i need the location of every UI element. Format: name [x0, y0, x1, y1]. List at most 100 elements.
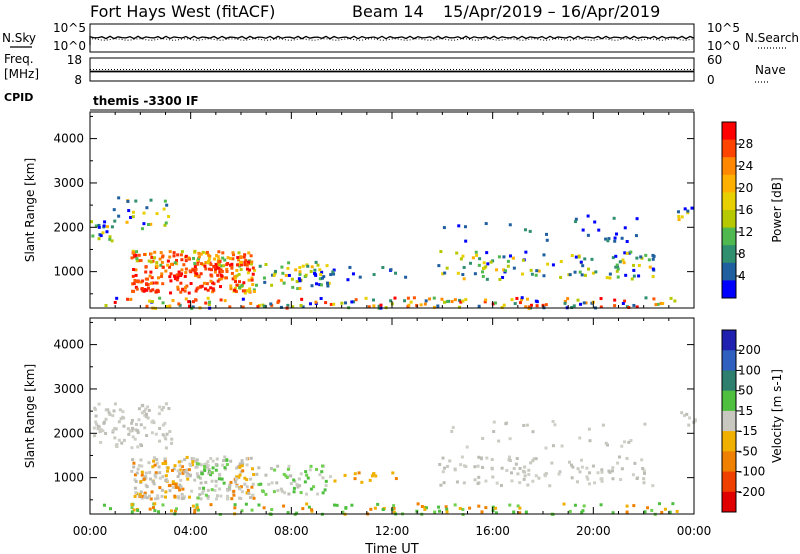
- power-point: [247, 251, 251, 255]
- power-point: [512, 266, 516, 270]
- velocity-point: [283, 491, 287, 495]
- power-point: [155, 289, 159, 293]
- velocity-point: [416, 502, 420, 506]
- power-point: [229, 287, 233, 291]
- velocity-point: [176, 475, 180, 479]
- velocity-point: [180, 465, 184, 469]
- power-point: [184, 254, 188, 258]
- power-point: [108, 237, 112, 241]
- power-point: [146, 223, 150, 227]
- power-point: [164, 221, 168, 225]
- power-point: [225, 269, 229, 273]
- velocity-point: [127, 432, 131, 436]
- power-point: [291, 305, 295, 309]
- colorbar-swatch: [722, 245, 736, 264]
- power-point: [521, 272, 525, 276]
- velocity-point: [264, 473, 268, 477]
- velocity-point: [173, 494, 177, 498]
- velocity-point: [160, 408, 164, 412]
- power-point: [282, 281, 286, 285]
- velocity-point: [136, 431, 140, 435]
- power-point: [568, 273, 572, 277]
- velocity-point: [510, 479, 514, 483]
- velocity-point: [177, 460, 181, 464]
- velocity-point: [157, 465, 161, 469]
- velocity-point: [200, 472, 204, 476]
- power-point: [200, 262, 204, 266]
- velocity-point: [423, 505, 427, 509]
- power-point: [148, 274, 152, 278]
- velocity-point: [196, 496, 200, 500]
- power-point: [196, 262, 200, 266]
- power-point: [195, 272, 199, 276]
- power-point: [169, 291, 173, 295]
- colorbar-swatch: [722, 227, 736, 246]
- power-point: [651, 253, 655, 257]
- power-point: [578, 270, 582, 274]
- velocity-point: [170, 469, 174, 473]
- power-point: [130, 256, 134, 260]
- velocity-point: [214, 484, 218, 488]
- velocity-point: [445, 464, 449, 468]
- power-point: [477, 263, 481, 267]
- power-point: [584, 301, 588, 305]
- power-point: [287, 273, 291, 277]
- velocity-point: [168, 430, 172, 434]
- power-point: [191, 300, 195, 304]
- power-point: [242, 255, 246, 259]
- power-point: [586, 233, 590, 237]
- velocity-point: [668, 510, 672, 514]
- power-point: [586, 267, 590, 271]
- power-point: [135, 250, 139, 254]
- velocity-point: [140, 470, 144, 474]
- power-point: [340, 301, 344, 305]
- power-point: [231, 277, 235, 281]
- velocity-point: [154, 497, 158, 501]
- power-colorbar-label: Power [dB]: [770, 177, 784, 242]
- power-point: [134, 253, 138, 257]
- velocity-point: [132, 465, 136, 469]
- velocity-point: [200, 470, 204, 474]
- power-point: [625, 251, 629, 255]
- power-point: [238, 280, 242, 284]
- power-point: [142, 222, 146, 226]
- power-point: [644, 296, 648, 300]
- power-point: [683, 207, 687, 211]
- velocity-point: [269, 467, 273, 471]
- velocity-ylabel: Slant Range [km]: [23, 364, 37, 468]
- velocity-point: [423, 507, 427, 511]
- velocity-point: [136, 429, 140, 433]
- velocity-point: [119, 417, 123, 421]
- velocity-point: [206, 488, 210, 492]
- velocity-point: [149, 497, 153, 501]
- power-point: [106, 225, 110, 229]
- power-point: [239, 255, 243, 259]
- power-point: [135, 287, 139, 291]
- power-point: [196, 258, 200, 262]
- velocity-point: [381, 508, 385, 512]
- velocity-point: [160, 488, 164, 492]
- velocity-point: [130, 426, 134, 430]
- power-point: [162, 207, 166, 211]
- power-point: [110, 239, 114, 243]
- power-point: [579, 260, 583, 264]
- velocity-point: [173, 509, 177, 513]
- velocity-point: [241, 462, 245, 466]
- velocity-point: [309, 487, 313, 491]
- power-point: [177, 272, 181, 276]
- velocity-point: [245, 457, 249, 461]
- y-tick-label: 2000: [53, 220, 84, 234]
- power-point: [209, 268, 213, 272]
- power-point: [176, 285, 180, 289]
- power-point: [599, 297, 603, 301]
- power-point: [132, 268, 136, 272]
- power-point: [261, 303, 265, 307]
- velocity-point: [251, 493, 255, 497]
- power-point: [167, 214, 171, 218]
- velocity-point: [276, 489, 280, 493]
- power-point: [137, 253, 141, 257]
- velocity-point: [151, 479, 155, 483]
- power-point: [279, 278, 283, 282]
- power-point: [331, 270, 335, 274]
- velocity-point: [642, 481, 646, 485]
